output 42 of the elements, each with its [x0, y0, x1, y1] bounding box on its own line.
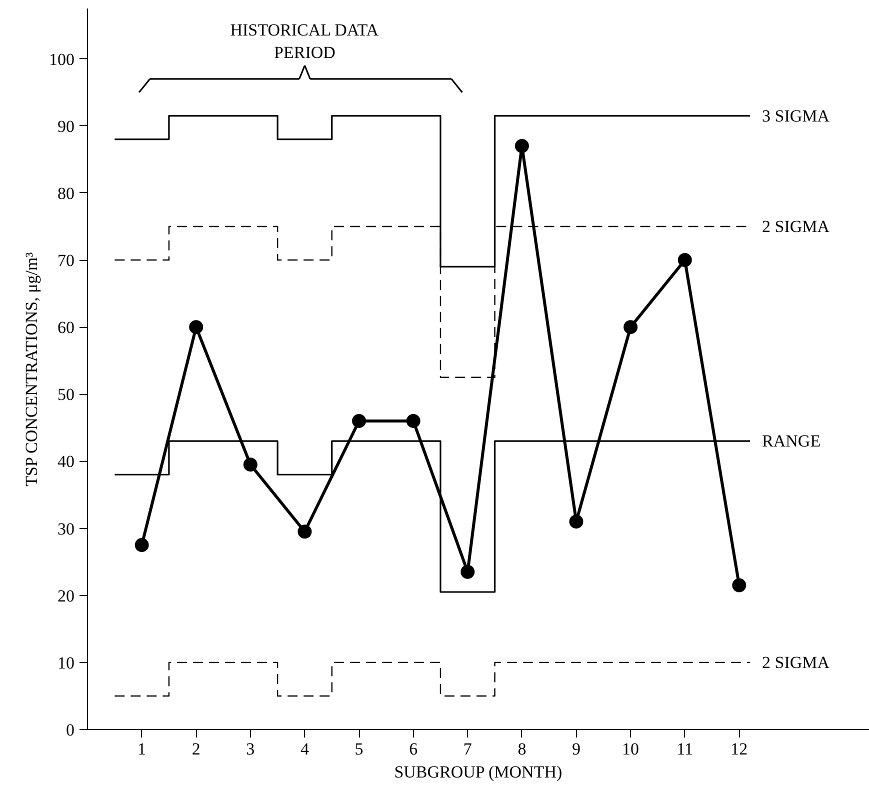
point [732, 578, 746, 592]
point [569, 514, 584, 529]
point [298, 524, 312, 539]
x-tick-label: 4 [300, 740, 310, 758]
y-tick-label: 30 [58, 519, 74, 538]
point [352, 414, 366, 428]
x-tick-label: 5 [354, 740, 364, 758]
y-tick-label: 20 [58, 586, 74, 606]
y-tick-label: 100 [49, 50, 74, 69]
x-tick-label: 6 [409, 740, 418, 758]
series-label: 3 SIGMA [762, 106, 830, 126]
x-tick-label: 3 [246, 740, 255, 758]
y-axis-title: TSP CONCENTRATIONS, μg/m³ [22, 252, 41, 486]
point [243, 458, 258, 472]
x-tick-label: 12 [730, 740, 748, 758]
y-tick-label: 90 [58, 116, 74, 136]
y-tick-label: 0 [66, 720, 74, 740]
x-tick-label: 1 [138, 740, 146, 758]
point [514, 139, 529, 153]
y-tick-label: 40 [58, 452, 74, 472]
y-tick-label: 50 [58, 385, 74, 404]
x-tick-label: 7 [463, 740, 472, 758]
y-tick-label: 80 [58, 184, 74, 203]
point [406, 414, 420, 428]
point [189, 320, 204, 334]
x-tick-label: 2 [192, 740, 200, 758]
x-tick-label: 9 [572, 740, 580, 758]
series-label: 2 SIGMA [762, 216, 830, 236]
y-tick-label: 10 [58, 653, 74, 672]
x-tick-label: 8 [518, 740, 526, 758]
annotation: HISTORICAL DATA PERIOD [230, 20, 380, 62]
series-label: RANGE [762, 432, 821, 451]
point [460, 564, 475, 579]
x-axis-title: SUBGROUP (MONTH) [394, 762, 562, 782]
series-label: 2 SIGMA [762, 652, 830, 672]
x-tick-label: 11 [676, 740, 694, 758]
point [624, 320, 638, 334]
y-tick-label: 70 [58, 251, 74, 270]
y-tick-label: 60 [58, 318, 74, 338]
x-tick-label: 10 [622, 740, 640, 758]
point [134, 538, 149, 552]
point [678, 253, 692, 267]
